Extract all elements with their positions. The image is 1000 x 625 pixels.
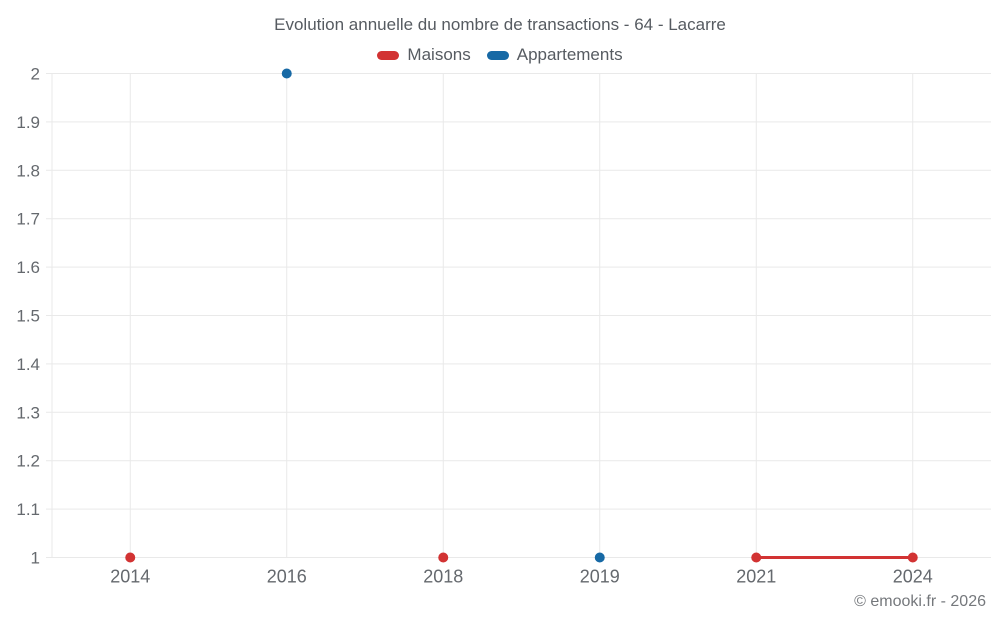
y-axis-tick-label: 2	[31, 65, 40, 84]
legend-label: Appartements	[516, 45, 623, 64]
legend-label: Maisons	[407, 45, 471, 64]
legend-item-appartements[interactable]: Appartements	[486, 45, 623, 65]
x-axis-tick-label: 2014	[110, 567, 150, 587]
chart-title: Evolution annuelle du nombre de transact…	[274, 15, 726, 34]
data-point-maisons-2014[interactable]	[125, 552, 136, 563]
data-point-maisons-2021[interactable]	[751, 552, 762, 563]
y-axis-tick-label: 1.3	[16, 403, 40, 422]
legend-swatch-appartements	[486, 50, 509, 60]
copyright-watermark: © emooki.fr - 2026	[854, 593, 986, 610]
y-axis-tick-label: 1.8	[16, 161, 40, 180]
data-point-appartements-2019[interactable]	[594, 552, 605, 563]
legend-item-maisons[interactable]: Maisons	[377, 45, 471, 65]
y-axis-tick-label: 1	[31, 549, 40, 568]
x-axis-tick-label: 2018	[423, 567, 463, 587]
y-axis-tick-label: 1.4	[16, 355, 40, 374]
x-axis-tick-label: 2021	[736, 567, 776, 587]
x-axis-tick-label: 2024	[893, 567, 933, 587]
y-axis-tick-label: 1.5	[16, 307, 40, 326]
y-axis-tick-label: 1.7	[16, 210, 40, 229]
data-point-maisons-2018[interactable]	[438, 552, 449, 563]
y-axis-tick-label: 1.6	[16, 258, 40, 277]
y-axis-tick-label: 1.2	[16, 452, 40, 471]
data-point-appartements-2016[interactable]	[281, 68, 292, 79]
y-axis-tick-label: 1.9	[16, 113, 40, 132]
y-axis-tick-label: 1.1	[16, 500, 40, 519]
legend-swatch-maisons	[377, 50, 400, 60]
data-point-maisons-2024[interactable]	[907, 552, 918, 563]
x-axis-tick-label: 2016	[267, 567, 307, 587]
legend: Maisons Appartements	[0, 45, 1000, 65]
x-axis-tick-label: 2019	[580, 567, 620, 587]
